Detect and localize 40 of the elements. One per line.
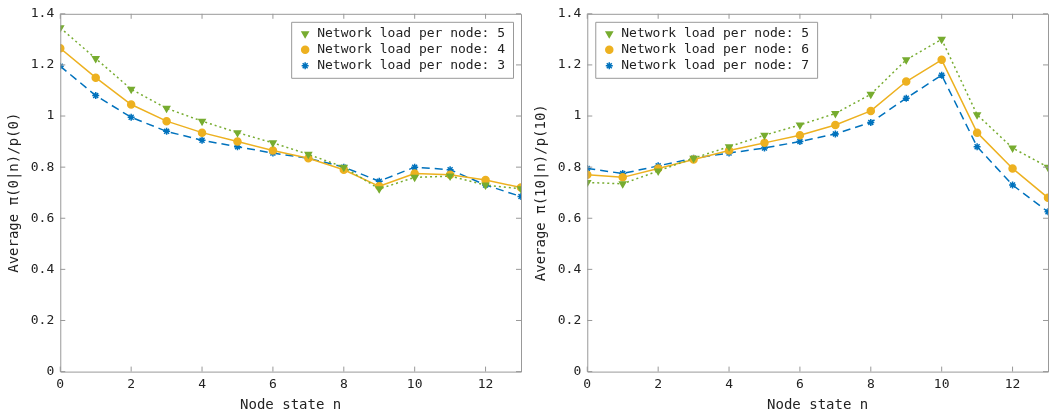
legend-label: Network load per node: 7 xyxy=(621,57,810,73)
x-tick-label: 10 xyxy=(933,375,950,391)
x-tick-label: 10 xyxy=(406,375,423,391)
legend-label: Network load per node: 5 xyxy=(621,25,810,41)
y-axis-title: Average π(10|n)/p(10) xyxy=(532,104,550,282)
x-tick-label: 8 xyxy=(866,375,875,391)
y-tick-label: 1.4 xyxy=(30,5,55,21)
x-tick-label: 6 xyxy=(269,375,277,391)
y-tick-label: 1 xyxy=(46,107,55,123)
y-tick-label: 0.6 xyxy=(557,209,582,225)
x-tick-label: 12 xyxy=(1004,375,1021,391)
y-tick-label: 1.4 xyxy=(557,5,582,21)
x-tick-label: 6 xyxy=(796,375,804,391)
y-tick-label: 0.8 xyxy=(30,158,55,174)
x-tick-label: 2 xyxy=(654,375,663,391)
x-tick-label: 2 xyxy=(127,375,136,391)
y-tick-label: 1.2 xyxy=(557,56,582,72)
x-axis-title: Node state n xyxy=(767,396,869,413)
x-tick-label: 4 xyxy=(725,375,734,391)
legend-label: Network load per node: 3 xyxy=(317,57,505,73)
y-tick-label: 0 xyxy=(46,362,55,378)
legend-label: Network load per node: 6 xyxy=(621,41,810,57)
y-tick-label: 0 xyxy=(573,362,582,378)
y-tick-label: 0.4 xyxy=(557,260,582,276)
y-tick-label: 0.4 xyxy=(30,260,55,276)
y-tick-label: 0.2 xyxy=(557,311,582,327)
y-tick-label: 0.6 xyxy=(30,209,55,225)
y-tick-label: 1 xyxy=(573,107,582,123)
y-axis-title: Average π(0|n)/p(0) xyxy=(5,112,23,273)
legend-label: Network load per node: 5 xyxy=(317,25,505,41)
y-tick-label: 0.8 xyxy=(557,158,582,174)
x-tick-label: 0 xyxy=(56,375,65,391)
legend-label: Network load per node: 4 xyxy=(317,41,506,57)
x-tick-label: 12 xyxy=(477,375,494,391)
x-tick-label: 4 xyxy=(198,375,207,391)
x-tick-label: 8 xyxy=(339,375,348,391)
y-tick-label: 1.2 xyxy=(30,56,55,72)
y-tick-label: 0.2 xyxy=(30,311,55,327)
x-tick-label: 0 xyxy=(583,375,592,391)
x-axis-title: Node state n xyxy=(240,396,342,413)
